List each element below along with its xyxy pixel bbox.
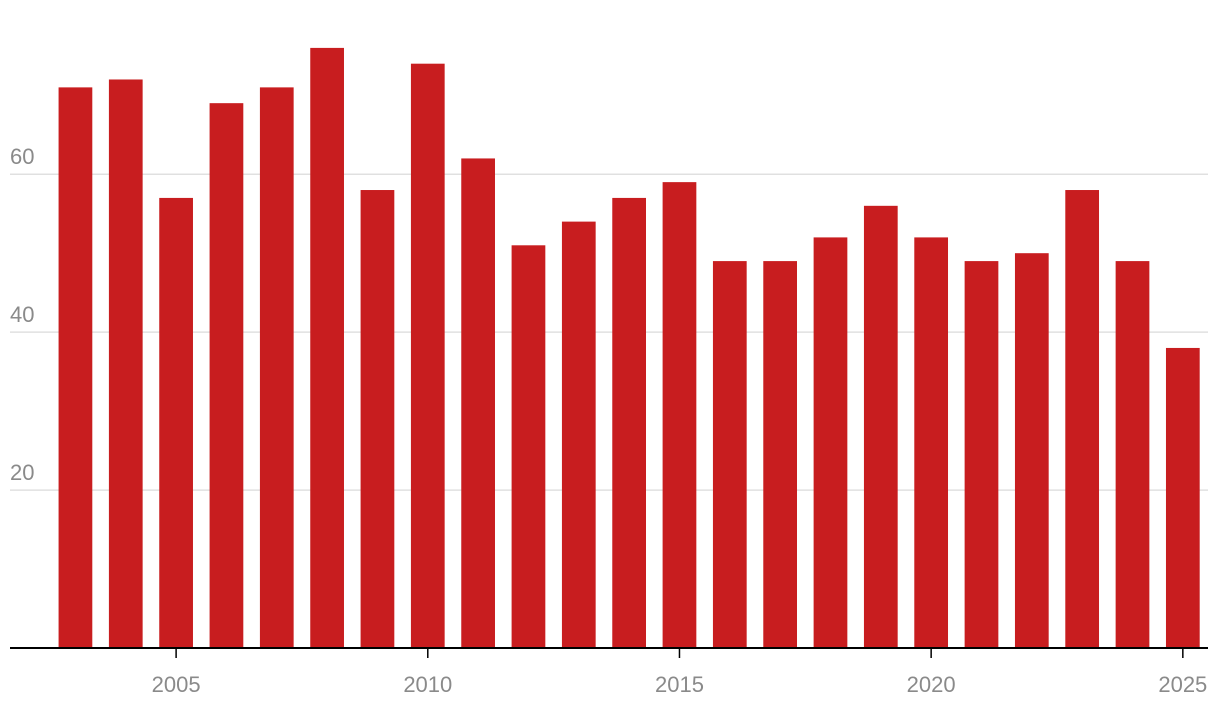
bar [360,190,395,648]
bar [712,261,747,648]
bar [914,237,949,649]
bar [561,221,596,648]
x-tick-label: 2005 [152,672,201,697]
bar [662,182,697,648]
bar [159,197,193,649]
bar [58,87,93,648]
x-tick-label: 2010 [403,672,452,697]
bar [1065,190,1100,648]
bar [964,261,999,648]
bar [813,237,848,649]
bar [461,158,495,648]
bar [310,47,344,648]
x-tick-label: 2020 [907,672,956,697]
bar [763,261,798,648]
y-tick-label: 20 [10,460,34,485]
bar [1115,261,1150,648]
x-tick-label: 2025 [1158,672,1207,697]
x-tick-label: 2015 [655,672,704,697]
bar [863,205,898,648]
bar [1165,347,1200,648]
bar [108,79,143,648]
bar [612,197,646,649]
bar [511,245,546,648]
bar [209,103,244,649]
y-tick-label: 40 [10,302,34,327]
bar [259,87,294,648]
bar [1014,253,1049,648]
bar [410,63,445,649]
y-tick-label: 60 [10,144,34,169]
